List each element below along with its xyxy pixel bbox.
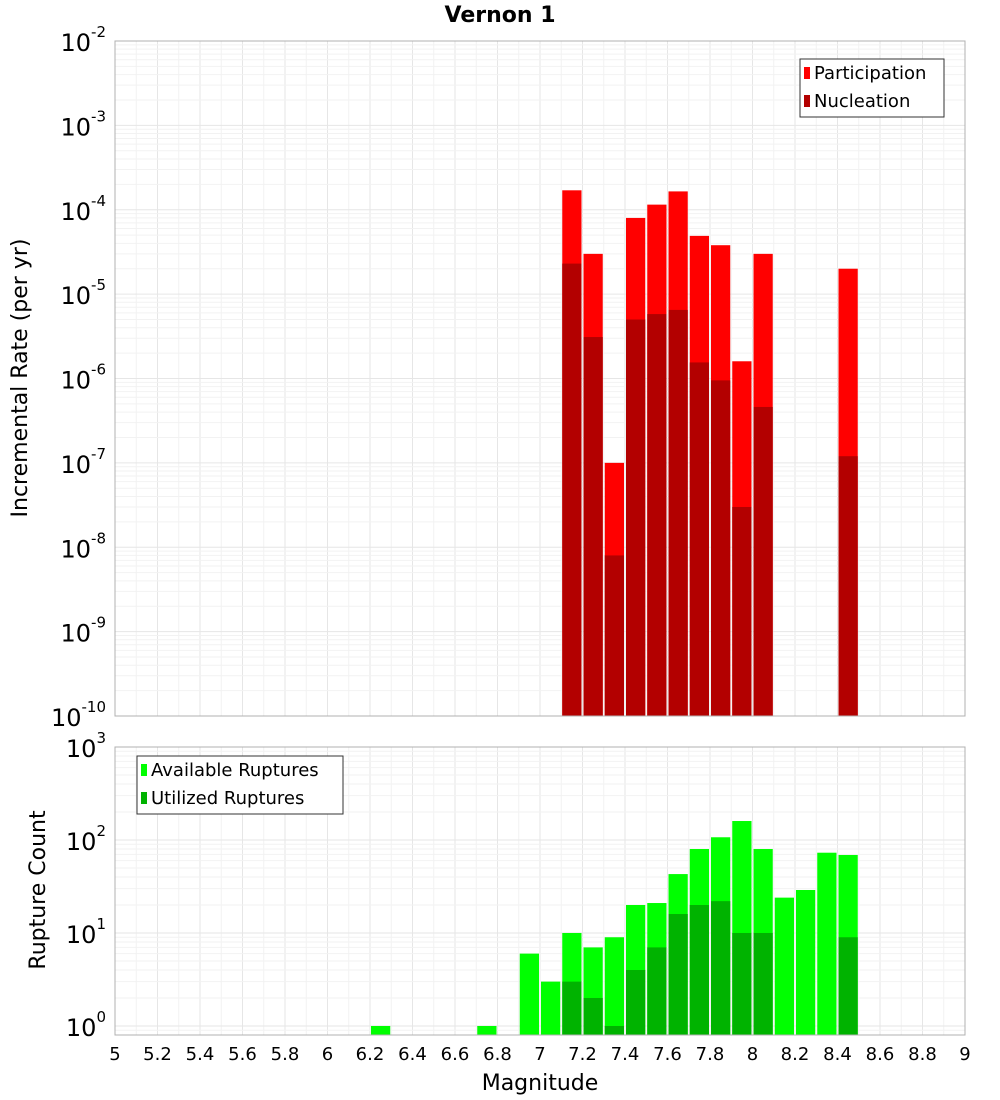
count-bar <box>817 852 837 1035</box>
rate-y-tick-label: 10-4 <box>60 192 106 226</box>
x-tick-label: 5 <box>109 1044 120 1065</box>
x-tick-label: 8 <box>747 1044 758 1065</box>
count-legend-label: Utilized Ruptures <box>151 788 304 809</box>
count-legend-swatch <box>141 764 147 776</box>
rate-legend: Participation Nucleation <box>799 58 945 118</box>
count-y-tick-label: 101 <box>66 915 106 949</box>
rate-plot-frame <box>114 40 966 717</box>
rate-legend-box <box>799 58 945 118</box>
rate-bar <box>689 362 709 716</box>
x-tick-label: 7.8 <box>696 1044 725 1065</box>
count-bar <box>604 1025 624 1035</box>
x-tick-label: 8.2 <box>781 1044 810 1065</box>
count-legend-box <box>136 755 344 815</box>
x-tick-label: 6.2 <box>356 1044 385 1065</box>
count-x-ticks: 5 5.2 5.4 5.6 5.8 6 6.2 6.4 6.6 6.8 7 7.2 7.4 7.6 7.8 8… <box>109 1044 970 1065</box>
count-bar <box>583 997 603 1035</box>
rate-bar <box>668 309 688 716</box>
count-y-axis-label: Rupture Count <box>26 810 51 970</box>
rate-bar <box>711 380 731 716</box>
rate-bar <box>583 337 603 716</box>
count-y-tick-label: 102 <box>66 822 106 856</box>
x-tick-label: 6 <box>322 1044 333 1065</box>
count-bar <box>732 932 752 1035</box>
rate-bar <box>647 314 667 716</box>
x-tick-label: 5.8 <box>271 1044 300 1065</box>
count-legend-label: Available Ruptures <box>151 760 319 781</box>
count-bar <box>711 901 731 1035</box>
rate-panel: 10-2 10-3 10-4 10-5 10-6 10-7 10-8 10-9 10-10 Par… <box>51 23 966 732</box>
x-tick-label: 7.6 <box>653 1044 682 1065</box>
count-bar <box>838 937 858 1035</box>
rate-legend-label: Participation <box>814 63 926 84</box>
count-y-tick-label: 103 <box>66 729 106 763</box>
count-series-1 <box>371 821 858 1035</box>
rate-bar <box>753 406 773 716</box>
x-tick-label: 7.4 <box>611 1044 640 1065</box>
count-bar <box>562 981 582 1035</box>
count-bar <box>796 889 816 1035</box>
x-tick-label: 6.4 <box>398 1044 427 1065</box>
x-tick-label: 8.4 <box>823 1044 852 1065</box>
count-bar <box>647 947 667 1035</box>
chart-title: Vernon 1 <box>445 3 556 28</box>
rate-bar <box>562 263 582 716</box>
count-legend: Available Ruptures Utilized Ruptures <box>136 755 344 815</box>
x-tick-label: 5.4 <box>186 1044 215 1065</box>
count-series-2 <box>562 901 858 1035</box>
count-bar <box>753 932 773 1035</box>
count-bar <box>689 904 709 1035</box>
x-tick-label: 9 <box>959 1044 970 1065</box>
rate-series-2 <box>562 263 858 716</box>
rate-y-axis-label: Incremental Rate (per yr) <box>8 239 33 518</box>
rate-y-tick-label: 10-10 <box>51 698 106 732</box>
rate-y-tick-label: 10-3 <box>60 107 106 141</box>
x-tick-label: 5.2 <box>143 1044 172 1065</box>
x-tick-label: 7 <box>534 1044 545 1065</box>
rate-gridlines <box>114 40 966 717</box>
count-bar <box>668 914 688 1035</box>
count-bar <box>541 981 561 1035</box>
rate-y-tick-label: 10-8 <box>60 529 106 563</box>
count-bar <box>774 897 794 1035</box>
rate-y-tick-label: 10-6 <box>60 361 106 395</box>
count-y-tick-label: 100 <box>66 1008 106 1042</box>
rate-y-ticks: 10-2 10-3 10-4 10-5 10-6 10-7 10-8 10-9 10-10 <box>51 23 106 732</box>
x-tick-label: 7.2 <box>568 1044 597 1065</box>
x-tick-label: 8.8 <box>908 1044 937 1065</box>
count-bar <box>604 937 624 1035</box>
rate-legend-label: Nucleation <box>814 91 910 112</box>
rate-y-tick-label: 10-2 <box>60 23 106 57</box>
rate-legend-swatch <box>804 67 810 79</box>
x-tick-label: 6.8 <box>483 1044 512 1065</box>
rate-bar <box>838 456 858 716</box>
x-tick-label: 6.6 <box>441 1044 470 1065</box>
rate-legend-swatch <box>804 95 810 107</box>
rate-bar <box>626 319 646 716</box>
count-bar <box>626 969 646 1035</box>
rate-bar <box>604 555 624 716</box>
rate-y-tick-label: 10-9 <box>60 614 106 648</box>
rate-bar <box>732 506 752 716</box>
count-bar <box>477 1025 497 1035</box>
x-tick-label: 5.6 <box>228 1044 257 1065</box>
rate-y-tick-label: 10-5 <box>60 276 106 310</box>
count-legend-swatch <box>141 792 147 804</box>
x-axis-label: Magnitude <box>482 1071 599 1096</box>
x-tick-label: 8.6 <box>866 1044 895 1065</box>
rate-y-tick-label: 10-7 <box>60 445 106 479</box>
count-y-ticks: 103 102 101 100 <box>66 729 106 1042</box>
count-bar <box>519 953 539 1035</box>
count-bar <box>371 1025 391 1035</box>
count-plot-frame <box>114 746 966 1036</box>
